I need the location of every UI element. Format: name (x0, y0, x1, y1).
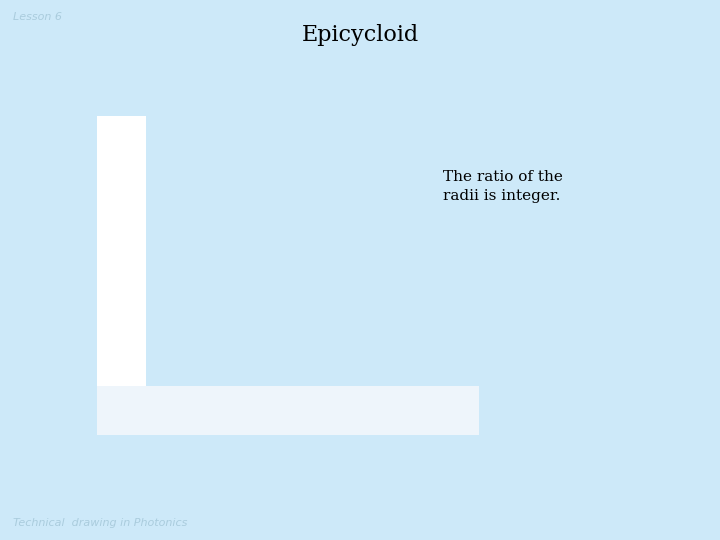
Bar (97, 116, 146, 386)
Text: Technical  drawing in Photonics: Technical drawing in Photonics (13, 518, 187, 528)
Text: Lesson 6: Lesson 6 (13, 12, 62, 22)
Text: The ratio of the
radii is integer.: The ratio of the radii is integer. (443, 170, 562, 203)
Bar (97, 386, 479, 435)
Text: Epicycloid: Epicycloid (302, 24, 418, 46)
